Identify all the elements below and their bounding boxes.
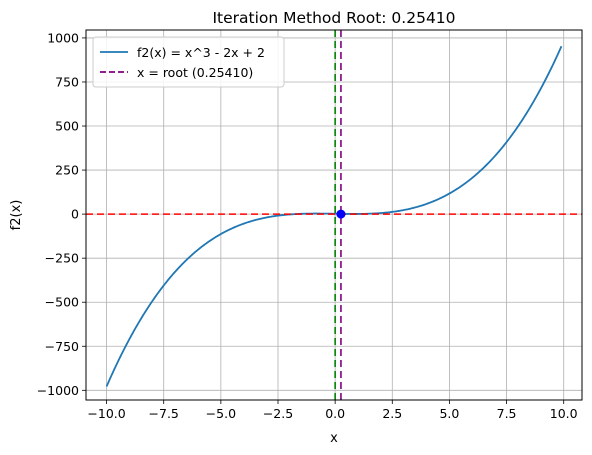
function-curve (105, 45, 563, 387)
x-tick-label: −7.5 (149, 406, 179, 421)
y-tick-label: 1000 (47, 30, 79, 45)
x-tick-label: −10.0 (87, 406, 125, 421)
root-marker (336, 209, 346, 219)
plot-content (86, 30, 582, 400)
legend-function-label: f2(x) = x^3 - 2x + 2 (137, 45, 265, 60)
y-tick-label: 250 (55, 163, 79, 178)
y-tick-label: 0 (71, 207, 79, 222)
x-axis-label: x (330, 431, 338, 446)
y-axis-label: f2(x) (9, 200, 24, 231)
y-tick-label: −500 (45, 295, 79, 310)
legend-root-label: x = root (0.25410) (137, 65, 253, 80)
y-tick-label: 500 (55, 119, 79, 134)
y-tick-label: −250 (45, 251, 79, 266)
chart-title: Iteration Method Root: 0.25410 (212, 9, 455, 27)
legend-box (92, 36, 285, 88)
y-tick-label: 750 (55, 74, 79, 89)
y-tick-label: −1000 (37, 383, 79, 398)
y-tick-label: −750 (45, 339, 79, 354)
legend: f2(x) = x^3 - 2x + 2 x = root (0.25410) (92, 36, 285, 88)
x-tick-label: −2.5 (263, 406, 293, 421)
x-tick-label: 0.0 (325, 406, 345, 421)
x-tick-label: 2.5 (382, 406, 402, 421)
x-tick-label: 7.5 (497, 406, 517, 421)
x-tick-label: 5.0 (439, 406, 459, 421)
ticks: −10.0 −7.5 −5.0 −2.5 0.0 2.5 5.0 7.5 10.0 −1000 −7… (37, 30, 578, 421)
x-tick-label: 10.0 (550, 406, 578, 421)
plot-frame (85, 29, 583, 401)
x-tick-label: −5.0 (206, 406, 236, 421)
